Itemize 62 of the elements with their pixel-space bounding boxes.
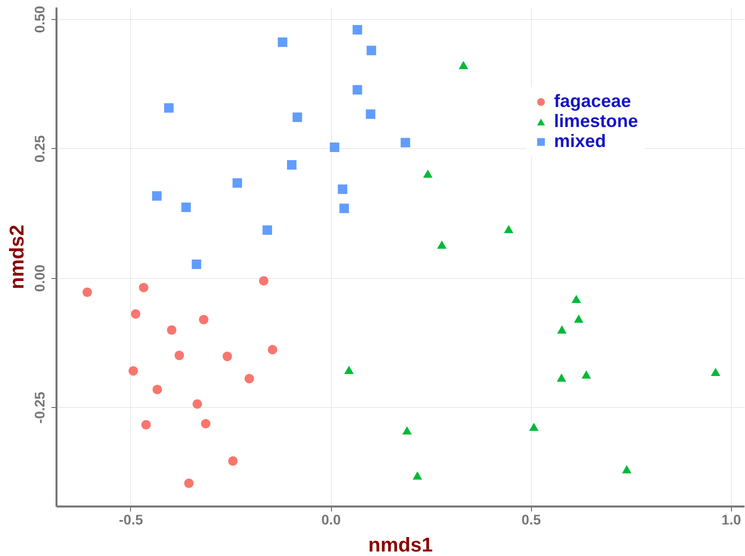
point xyxy=(228,456,238,466)
point xyxy=(402,426,412,435)
point xyxy=(192,260,202,270)
legend-label: fagaceae xyxy=(554,91,632,111)
point xyxy=(366,46,376,56)
point xyxy=(262,225,272,235)
point xyxy=(82,287,92,297)
x-tick-label: 0.0 xyxy=(321,512,341,528)
point xyxy=(338,184,348,194)
point xyxy=(437,240,447,249)
point xyxy=(400,138,410,148)
point xyxy=(330,142,340,152)
point xyxy=(582,370,592,379)
point xyxy=(423,170,433,178)
y-tick-label: -0.25 xyxy=(32,391,48,424)
point xyxy=(166,325,176,335)
y-tick-label: 0.50 xyxy=(32,6,48,34)
x-tick-label: 1.0 xyxy=(722,512,742,528)
point xyxy=(244,374,254,384)
point xyxy=(339,204,349,214)
point xyxy=(268,344,278,354)
y-axis-title: nmds2 xyxy=(6,224,28,290)
point xyxy=(529,422,539,431)
legend-label: limestone xyxy=(554,111,638,131)
point xyxy=(192,399,202,409)
point xyxy=(572,294,582,304)
point xyxy=(292,112,302,122)
point xyxy=(557,325,567,334)
point xyxy=(130,309,140,319)
y-tick-label: 0.00 xyxy=(32,264,48,292)
point xyxy=(184,478,194,488)
point xyxy=(152,384,162,394)
point xyxy=(366,109,376,119)
point xyxy=(574,314,584,323)
point xyxy=(152,191,162,201)
point xyxy=(286,160,296,170)
point xyxy=(504,224,514,234)
point xyxy=(164,103,174,113)
point xyxy=(352,85,362,95)
point xyxy=(622,465,632,474)
x-tick-label: -0.5 xyxy=(118,512,144,528)
point xyxy=(141,420,151,430)
point xyxy=(174,350,184,360)
point xyxy=(458,60,468,70)
point xyxy=(278,37,288,47)
legend-label: mixed xyxy=(554,131,606,151)
y-tick-label: 0.25 xyxy=(32,134,48,162)
point xyxy=(128,366,138,376)
point xyxy=(412,471,422,480)
point xyxy=(200,418,210,428)
point xyxy=(352,25,362,35)
point xyxy=(198,314,208,324)
point xyxy=(344,366,354,374)
point xyxy=(222,352,232,362)
point xyxy=(710,368,720,376)
point xyxy=(232,178,242,188)
point xyxy=(181,202,191,212)
point xyxy=(556,374,566,382)
point xyxy=(258,276,268,286)
x-axis-title: nmds1 xyxy=(368,534,433,556)
x-tick-label: 0.5 xyxy=(521,512,542,528)
point xyxy=(138,282,148,292)
